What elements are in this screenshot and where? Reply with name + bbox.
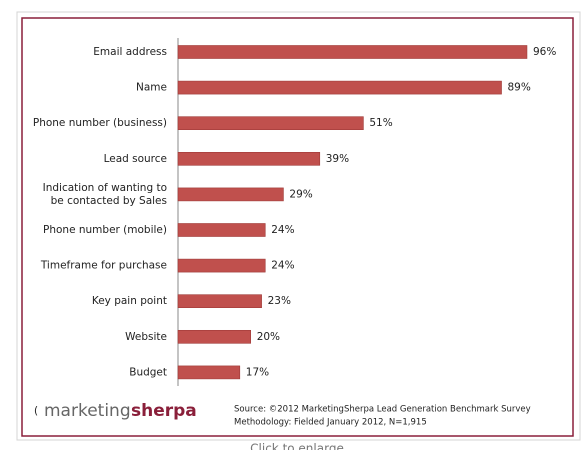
bar <box>177 45 528 59</box>
bar <box>177 223 266 237</box>
value-label: 20% <box>257 331 280 343</box>
category-label: Email address <box>93 46 167 58</box>
value-label: 89% <box>508 82 531 94</box>
category-label: Phone number (mobile) <box>43 224 167 236</box>
value-label: 24% <box>271 260 294 272</box>
value-label: 23% <box>268 295 291 307</box>
bar <box>177 365 241 380</box>
category-label: Budget <box>129 366 167 378</box>
value-label: 39% <box>326 153 349 165</box>
value-label: 17% <box>246 366 269 378</box>
value-label: 51% <box>369 117 392 129</box>
category-label: Name <box>136 82 167 94</box>
category-label: Key pain point <box>92 295 167 307</box>
caption-link[interactable]: Click to enlarge <box>250 442 344 450</box>
category-label: Website <box>125 331 167 343</box>
logo: ( marketing sherpa <box>34 401 197 421</box>
bar <box>177 152 321 166</box>
category-label: Indication of wanting to be contacted by … <box>43 182 167 207</box>
value-label: 29% <box>289 188 312 200</box>
value-label: 96% <box>533 46 556 58</box>
category-label: Lead source <box>104 153 167 165</box>
logo-mark: ( <box>34 405 38 417</box>
bar <box>177 258 266 273</box>
bar <box>177 187 284 202</box>
methodology: Methodology: Fielded January 2012, N=1,9… <box>234 418 427 428</box>
source: Source: ©2012 MarketingSherpa Lead Gener… <box>234 405 531 415</box>
logo-suffix: sherpa <box>131 401 197 421</box>
value-label: 24% <box>271 224 294 236</box>
bar <box>177 329 251 344</box>
category-label: Timeframe for purchase <box>40 260 167 272</box>
bar <box>177 294 262 309</box>
logo-prefix: marketing <box>44 401 131 421</box>
bar <box>177 116 364 130</box>
category-label: Phone number (business) <box>33 117 167 129</box>
bar <box>177 80 502 95</box>
